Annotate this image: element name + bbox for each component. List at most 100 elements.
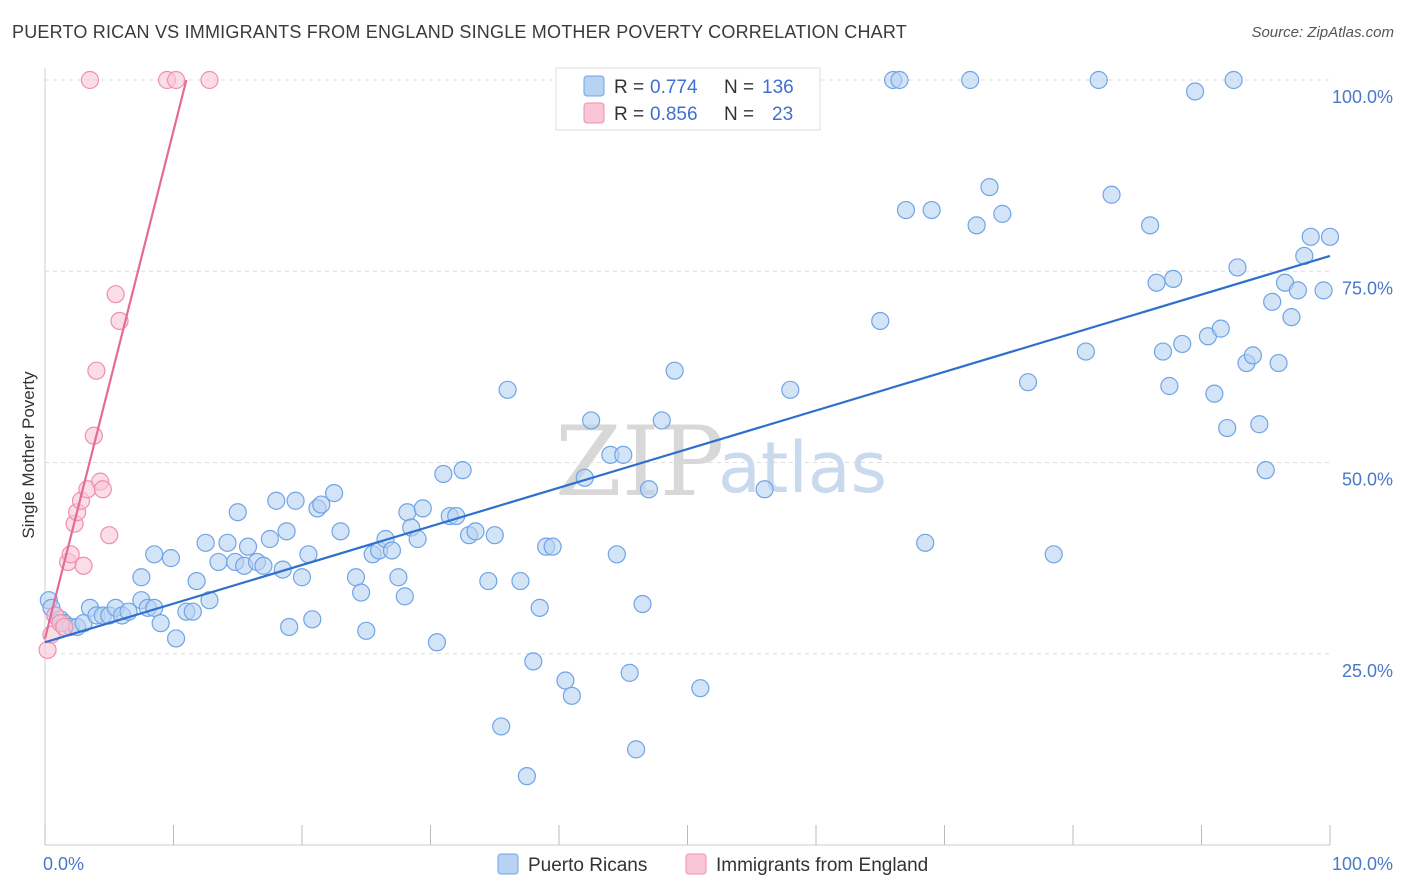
point-blue-75 [524,652,543,671]
point-blue-104 [993,204,1012,223]
point-blue-40 [280,617,299,637]
point-blue-72 [498,380,517,399]
y-tick-label-0: 25.0% [1342,661,1393,681]
legend-r-label-1: R = [614,77,644,98]
point-blue-31 [228,503,247,522]
y-tick-label-3: 100.0% [1332,87,1393,107]
point-pink-4 [55,617,74,637]
point-blue-93 [755,480,774,499]
point-blue-41 [286,491,305,510]
point-blue-111 [1147,273,1166,292]
point-blue-105 [1018,373,1038,392]
point-blue-92 [691,679,710,698]
point-blue-38 [273,560,292,579]
point-pink-13 [87,361,106,380]
x-tick-label-1: 100.0% [1332,854,1393,874]
point-blue-118 [1205,384,1224,403]
trend-line-pink [43,79,188,639]
point-blue-56 [389,568,408,587]
y-tick-labels: 25.0% 50.0% 75.0% 100.0% [1332,87,1393,681]
y-axis-label: Single Mother Poverty [19,371,38,539]
point-blue-42 [292,568,312,587]
point-blue-46 [312,495,331,514]
chart-title: PUERTO RICAN VS IMMIGRANTS FROM ENGLAND … [12,22,907,42]
point-blue-33 [238,537,258,556]
point-blue-76 [530,598,549,617]
legend-swatch-immigrants-england [583,102,605,124]
legend-r-value-1: 0.774 [650,77,698,98]
point-blue-110 [1140,216,1160,235]
point-blue-122 [1228,258,1247,277]
point-blue-58 [398,503,417,522]
point-blue-37 [267,491,286,510]
point-blue-128 [1269,353,1288,373]
point-blue-51 [357,621,376,640]
point-blue-24 [183,602,202,621]
point-blue-44 [303,610,322,629]
point-blue-49 [346,568,366,587]
point-blue-120 [1218,418,1237,438]
legend-n-label-2: N = [724,104,754,125]
point-blue-106 [1044,545,1063,564]
point-blue-48 [331,522,350,541]
x-tick-labels: 0.0% 100.0% [43,854,1393,874]
point-blue-108 [1089,70,1108,90]
point-pink-0 [38,640,57,660]
point-blue-100 [922,200,941,220]
legend-n-value-2: 23 [772,104,793,125]
point-blue-63 [434,464,453,484]
point-blue-131 [1288,281,1307,300]
point-blue-112 [1153,342,1173,361]
point-blue-29 [218,533,237,552]
point-blue-22 [166,629,186,648]
data-points [38,70,1340,786]
point-blue-124 [1243,346,1263,365]
point-blue-113 [1160,376,1179,396]
point-blue-85 [614,445,633,464]
y-tick-label-1: 50.0% [1342,470,1393,490]
point-blue-36 [260,529,279,549]
legend-r-value-2: 0.856 [650,104,698,125]
point-blue-78 [543,537,562,556]
watermark-zip: ZIP [555,406,724,518]
point-blue-82 [582,411,601,430]
point-blue-84 [607,545,626,564]
point-blue-95 [871,311,890,331]
point-blue-89 [639,480,659,499]
point-blue-55 [382,541,402,560]
point-blue-80 [562,686,581,705]
point-blue-73 [511,571,530,591]
point-blue-133 [1301,227,1320,246]
point-blue-125 [1250,415,1269,434]
axes [44,68,1331,846]
point-pink-21 [166,70,186,90]
trend-lines [43,79,1331,644]
point-pink-17 [106,285,125,304]
point-blue-62 [427,633,447,652]
legend: R = 0.774 N = 136 R = 0.856 N = 23 [555,67,821,131]
point-blue-102 [967,216,986,235]
point-blue-19 [132,568,151,587]
point-pink-19 [80,70,100,90]
legend-swatch-puerto-ricans [583,75,605,97]
point-pink-22 [200,70,219,90]
point-blue-94 [781,380,800,399]
point-blue-101 [961,70,980,90]
point-blue-97 [890,70,909,90]
bottom-legend-swatch-puerto-ricans [497,853,519,875]
bottom-legend-swatch-immigrants-england [685,853,707,875]
point-blue-25 [187,571,206,591]
point-pink-15 [93,480,112,499]
point-blue-121 [1224,70,1243,90]
point-blue-79 [556,671,575,690]
point-pink-16 [100,526,119,545]
point-blue-74 [517,767,536,786]
point-blue-35 [254,556,273,575]
legend-n-label-1: N = [724,77,754,98]
point-blue-21 [161,549,181,568]
point-blue-68 [466,522,485,541]
point-blue-130 [1282,308,1301,327]
point-blue-66 [453,461,472,480]
point-blue-47 [325,484,344,503]
trend-line-blue [44,254,1331,644]
